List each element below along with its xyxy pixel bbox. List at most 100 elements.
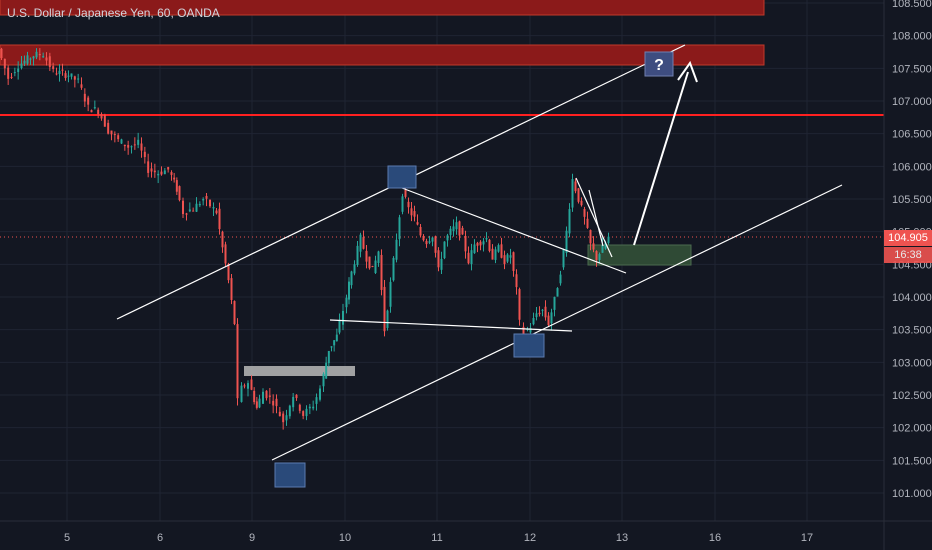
candle-body xyxy=(419,227,422,236)
time-axis[interactable]: 5 6 9 10 11 12 13 16 17 xyxy=(64,532,813,544)
candle-body xyxy=(298,404,301,411)
price-tick-label: 101.500 xyxy=(892,455,932,467)
candle-body xyxy=(48,56,51,68)
candle-body xyxy=(3,58,6,69)
horizontal-support-line xyxy=(329,319,573,332)
time-tick-label: 9 xyxy=(249,532,255,544)
candle-body xyxy=(120,139,123,144)
candle-body xyxy=(497,245,500,252)
price-tick-label: 101.000 xyxy=(892,488,932,500)
time-tick-label: 13 xyxy=(616,532,628,544)
candle-body xyxy=(407,201,410,208)
candle-body xyxy=(107,122,110,134)
candle-body xyxy=(147,161,150,173)
candle-body xyxy=(401,196,404,212)
candle-body xyxy=(473,244,476,254)
candle-body xyxy=(322,373,325,387)
candle-body xyxy=(559,274,562,284)
candle-body xyxy=(485,238,488,240)
candle-body xyxy=(292,396,295,408)
question-box xyxy=(644,51,674,77)
candle-body xyxy=(464,235,467,252)
candle-body xyxy=(580,200,583,206)
candle-body xyxy=(338,320,341,333)
candle-body xyxy=(305,408,308,417)
candle-body xyxy=(395,239,398,260)
candle-body xyxy=(446,235,449,241)
candle-body xyxy=(392,257,395,281)
channel-lower-line xyxy=(271,184,843,461)
candle-body xyxy=(532,318,535,325)
candle-body xyxy=(359,234,362,252)
candle-body xyxy=(592,243,595,250)
candle-body xyxy=(253,390,256,403)
candle-body xyxy=(221,231,224,248)
price-tick-label: 106.500 xyxy=(892,129,932,141)
candle-body xyxy=(167,167,170,170)
marker-box-middle xyxy=(513,333,545,358)
candle-body xyxy=(93,107,96,109)
last-price-badge: 104.905 xyxy=(884,230,932,246)
candle-body xyxy=(250,379,253,390)
projection-arrowhead xyxy=(677,60,698,83)
candle-body xyxy=(7,67,10,79)
price-tick-label: 106.000 xyxy=(892,161,932,173)
candle-body xyxy=(215,210,218,214)
candle-body xyxy=(0,48,3,59)
candle-body xyxy=(17,68,20,72)
candle-body xyxy=(278,411,281,417)
candle-body xyxy=(233,301,236,325)
candle-body xyxy=(404,189,407,197)
candle-body xyxy=(506,254,509,262)
candle-body xyxy=(342,310,344,325)
candle-body xyxy=(458,221,461,236)
candle-body xyxy=(209,199,211,207)
price-axis[interactable]: 101.000 101.500 102.000 102.500 103.000 103.5… xyxy=(892,0,932,500)
time-tick-label: 6 xyxy=(157,532,163,544)
time-tick-label: 5 xyxy=(64,532,70,544)
candle-body xyxy=(127,145,130,148)
candle-body xyxy=(598,254,601,260)
marker-box-top xyxy=(387,165,417,189)
candle-body xyxy=(449,228,452,235)
candle-body xyxy=(589,230,592,244)
candle-body xyxy=(255,401,258,408)
candle-body xyxy=(333,340,336,346)
candle-body xyxy=(236,324,239,399)
candle-body xyxy=(437,250,440,268)
projection-arrow xyxy=(633,71,689,246)
candle-body xyxy=(26,55,29,64)
time-tick-label: 17 xyxy=(801,532,813,544)
candle-body xyxy=(87,97,90,105)
candle-body xyxy=(77,78,80,80)
candle-body xyxy=(425,240,428,245)
candle-body xyxy=(515,274,518,288)
candle-body xyxy=(170,172,173,175)
candle-body xyxy=(383,286,386,332)
candle-body xyxy=(83,93,86,102)
candle-body xyxy=(389,281,392,307)
candle-body xyxy=(571,179,574,208)
candle-body xyxy=(73,76,76,80)
candle-body xyxy=(133,144,136,146)
marker-box-bottom xyxy=(274,462,306,488)
candle-body xyxy=(482,241,485,245)
candle-body xyxy=(160,171,163,175)
chart-title: U.S. Dollar / Japanese Yen, 60, OANDA xyxy=(7,6,220,20)
candle-body xyxy=(541,309,544,311)
candle-body xyxy=(13,72,16,74)
candle-body xyxy=(377,251,380,263)
candle-body xyxy=(288,405,291,417)
candle-body xyxy=(356,245,359,265)
candle-body xyxy=(518,289,521,320)
candle-body xyxy=(268,395,271,397)
price-tick-label: 105.500 xyxy=(892,194,932,206)
zones xyxy=(0,0,884,376)
candle-body xyxy=(565,230,568,253)
candle-body xyxy=(100,114,103,119)
candle-body xyxy=(230,278,233,300)
candle-body xyxy=(224,244,227,264)
candles xyxy=(0,47,610,430)
candle-body xyxy=(150,168,153,172)
